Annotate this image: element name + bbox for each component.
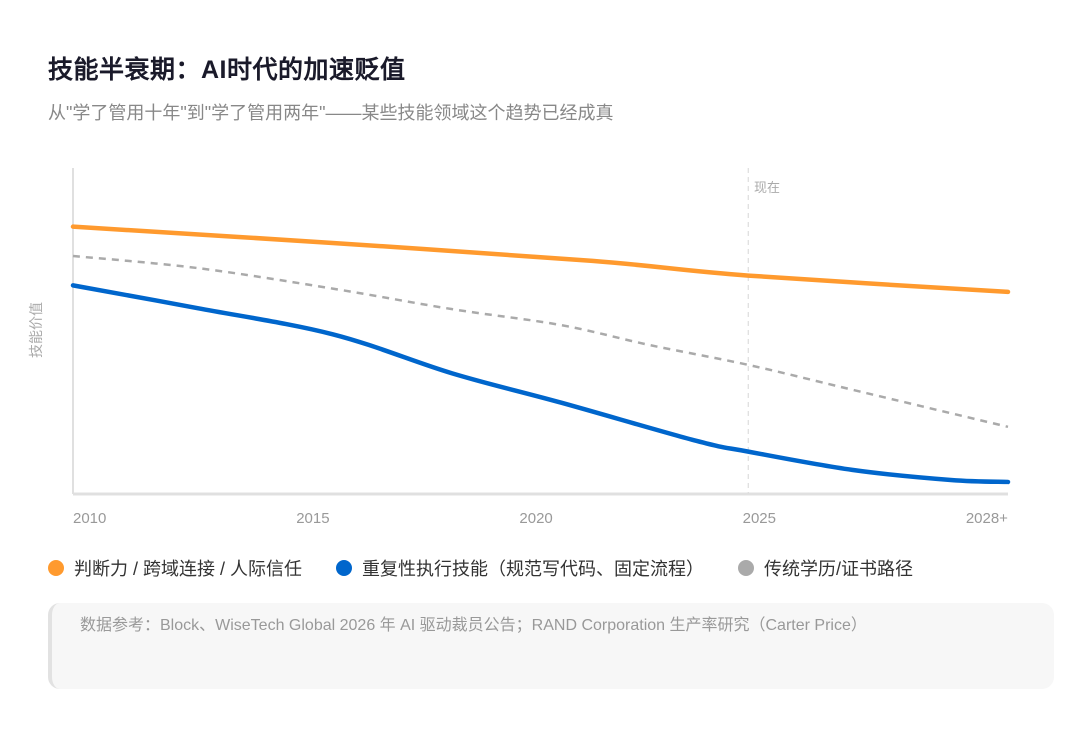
series-line-repetitive [70,283,1011,485]
legend: 判断力 / 跨域连接 / 人际信任 重复性执行技能（规范写代码、固定流程） 传统… [48,555,913,581]
series-line-judgment [70,224,1011,295]
now-annotation-label: 现在 [754,180,781,195]
legend-item-judgment: 判断力 / 跨域连接 / 人际信任 [48,555,302,581]
legend-label: 判断力 / 跨域连接 / 人际信任 [74,559,303,579]
x-tick-label: 2028+ [965,510,1008,527]
y-axis-label: 技能价值 [28,302,44,358]
x-tick-label: 2020 [519,510,553,527]
legend-label: 重复性执行技能（规范写代码、固定流程） [362,559,705,579]
source-note: 数据参考：Block、WiseTech Global 2026 年 AI 驱动裁… [48,603,1054,689]
legend-item-repetitive: 重复性执行技能（规范写代码、固定流程） [336,555,704,581]
legend-dot-icon [738,560,755,576]
series-line-credentials [72,254,1009,429]
chart-subtitle: 从"学了管用十年"到"学了管用两年"——某些技能领域这个趋势已经成真 [48,103,614,123]
legend-item-credentials: 传统学历/证书路径 [738,555,913,581]
legend-dot-icon [48,560,64,576]
legend-dot-icon [336,560,353,576]
x-tick-label: 2025 [742,510,776,527]
chart-title: 技能半衰期：AI时代的加速贬值 [48,56,406,84]
x-tick-label: 2010 [73,510,107,527]
x-axis-ticks: 2010 2015 2020 2025 2028+ [73,510,1008,527]
x-tick-label: 2015 [296,510,330,527]
legend-label: 传统学历/证书路径 [764,559,914,579]
